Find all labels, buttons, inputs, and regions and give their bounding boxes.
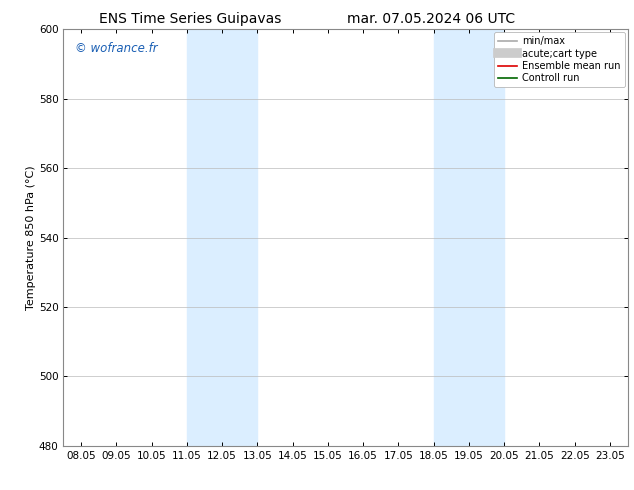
Text: mar. 07.05.2024 06 UTC: mar. 07.05.2024 06 UTC [347,12,515,26]
Text: © wofrance.fr: © wofrance.fr [75,42,157,55]
Bar [187,29,257,446]
Bar [434,29,504,446]
Legend: min/max, acute;cart type, Ensemble mean run, Controll run: min/max, acute;cart type, Ensemble mean … [494,32,624,87]
Y-axis label: Temperature 850 hPa (°C): Temperature 850 hPa (°C) [26,165,36,310]
Text: ENS Time Series Guipavas: ENS Time Series Guipavas [99,12,281,26]
